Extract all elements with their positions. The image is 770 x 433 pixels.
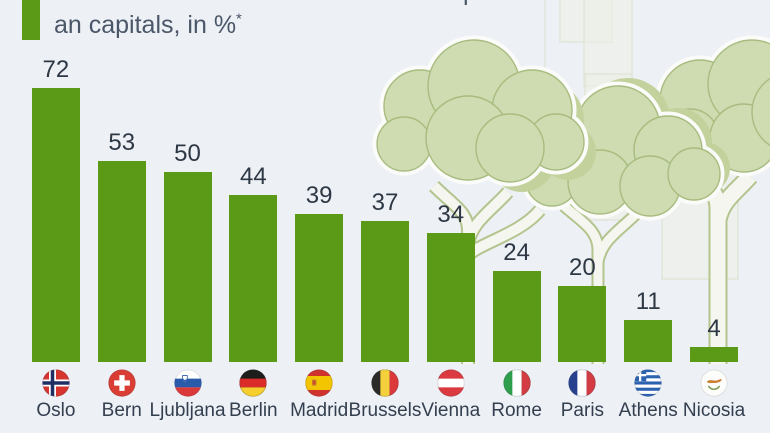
bar-value-label: 37 — [371, 189, 399, 216]
category-label: Madrid — [290, 400, 349, 421]
category-label: Nicosia — [682, 400, 746, 421]
bar-group: 24 Rome — [484, 0, 550, 433]
category-label: Bern — [101, 400, 142, 421]
title-accent-bar — [22, 0, 40, 40]
belgium-flag-icon — [371, 369, 399, 397]
bar-value-label: 53 — [108, 129, 136, 156]
bar-value-label: 20 — [569, 254, 596, 281]
bar-value-label: 39 — [305, 182, 333, 209]
bar-value-label: 34 — [437, 201, 465, 228]
category-label: Brussels — [348, 400, 422, 421]
bar — [229, 195, 278, 362]
france-flag-icon — [568, 369, 596, 397]
chart-title-line1: Tree cover rate in a selection of Europe — [54, 0, 491, 9]
italy-flag-icon — [503, 369, 531, 397]
bar — [97, 161, 146, 362]
chart-title-line2: an capitals, in %* — [54, 10, 242, 39]
cyprus-flag-icon — [700, 369, 728, 397]
bar-group: 50 Ljubljana — [150, 0, 226, 433]
bar — [426, 233, 475, 362]
bar-group: 39 Madrid — [286, 0, 352, 433]
bar — [492, 271, 541, 362]
bar-group: 44 Berlin — [220, 0, 286, 433]
bar-chart: 72 Oslo 53 Bern 50 Ljubljana 44 Berlin 3… — [23, 0, 747, 433]
bar-value-label: 44 — [239, 163, 267, 190]
bar-value-label: 4 — [707, 315, 721, 342]
bar — [558, 286, 607, 362]
germany-flag-icon — [239, 369, 267, 397]
bar — [624, 320, 673, 362]
bar-group: 20 Paris — [550, 0, 616, 433]
bar — [31, 88, 80, 362]
bar-group: 4 Nicosia — [681, 0, 747, 433]
category-label: Vienna — [421, 400, 481, 421]
bar-group: 72 Oslo — [23, 0, 89, 433]
bar-group: 53 Bern — [89, 0, 155, 433]
bar-group: 34 Vienna — [418, 0, 484, 433]
category-label: Rome — [491, 400, 542, 421]
bar-value-label: 24 — [503, 239, 530, 266]
spain-flag-icon — [305, 369, 333, 397]
austria-flag-icon — [437, 369, 465, 397]
category-label: Paris — [560, 400, 605, 421]
bar-group: 11 Athens — [615, 0, 681, 433]
bar — [295, 214, 344, 362]
bar — [360, 221, 409, 362]
category-label: Oslo — [36, 400, 76, 421]
bar — [163, 172, 212, 362]
category-label: Berlin — [229, 400, 278, 421]
bar-value-label: 11 — [635, 288, 661, 315]
switzerland-flag-icon — [108, 369, 136, 397]
bar-value-label: 72 — [42, 56, 70, 83]
footnote-asterisk: * — [236, 10, 242, 28]
bar-value-label: 50 — [174, 140, 201, 167]
category-label: Athens — [618, 400, 678, 421]
chart-title: Tree cover rate in a selection of Europe… — [54, 0, 491, 42]
category-label: Ljubljana — [149, 400, 226, 421]
bar — [690, 347, 739, 362]
greece-flag-icon — [634, 369, 662, 397]
slovenia-flag-icon — [173, 369, 202, 397]
bar-group: 37 Brussels — [349, 0, 422, 433]
norway-flag-icon — [42, 369, 70, 397]
